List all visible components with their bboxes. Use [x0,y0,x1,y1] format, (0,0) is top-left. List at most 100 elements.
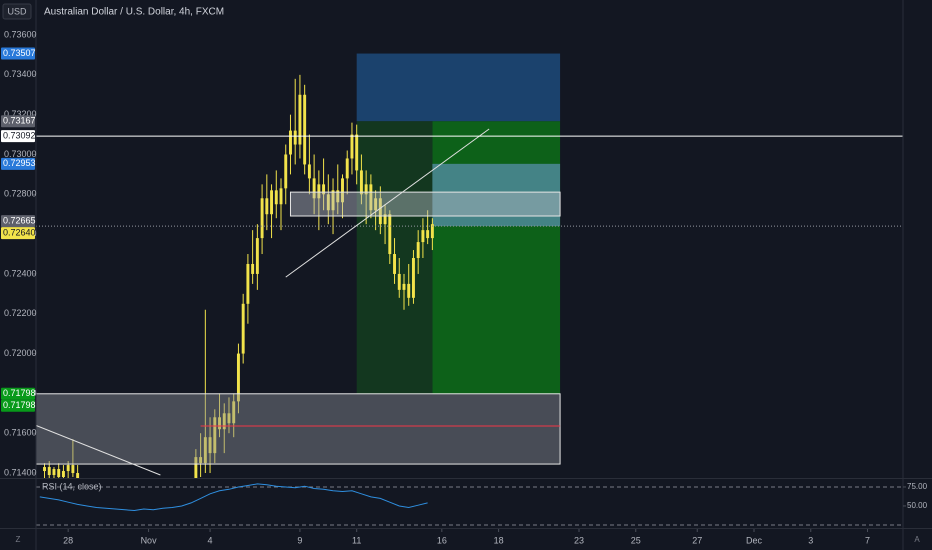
candle-body [232,401,236,424]
candle-body [66,465,70,472]
candle-body [246,263,250,304]
candle-body [312,178,316,199]
y-tick-label: 0.73200 [4,109,37,119]
chart-title: Australian Dollar / U.S. Dollar, 4h, FXC… [44,7,224,18]
price-label-box [1,157,35,170]
price-label-box [1,130,35,143]
candle-body [407,283,411,298]
candle-body [279,188,283,205]
candle-body [236,353,240,402]
candle-body [345,158,349,179]
candle-body [374,198,378,211]
candle-body [43,467,46,472]
x-tick-label: Dec [746,535,763,545]
currency-box[interactable] [2,3,32,20]
candle-body [383,214,387,225]
candle-body [369,184,373,211]
y-tick-label: 0.73000 [4,149,37,159]
zones-front [36,128,903,476]
y-tick-label: 0.71600 [4,428,37,438]
candle-body [47,467,51,476]
candle-body [293,130,297,145]
auto-scale-icon[interactable]: A [914,535,920,544]
candle-body [203,437,207,464]
candle-body [378,198,382,225]
main-pane [36,53,903,478]
x-tick-label: 28 [63,535,73,545]
candle-body [71,465,75,474]
price-label-box [1,215,35,228]
price-label: 0.73507 [3,48,36,58]
rsi-label: RSI (14, close) [42,481,102,491]
candle-body [350,134,354,159]
x-tick-label: 18 [494,535,504,545]
candle-body [57,469,61,478]
x-tick-label: 11 [352,535,361,545]
candle-body [388,214,392,255]
x-tick-label: 7 [865,535,870,545]
price-label-box [1,227,35,240]
candle-body [270,190,274,215]
candle-body [317,184,321,199]
y-tick-label: 0.71400 [4,467,37,477]
candle-body [411,258,415,298]
position-zone [432,121,561,394]
x-tick-label: 25 [631,535,641,545]
x-tick-label: Nov [141,535,158,545]
candle-body [298,94,302,145]
candle-body [289,130,292,155]
rectangle-drawing [36,393,561,465]
price-label: 0.71798 [3,400,36,410]
candle-body [52,469,56,476]
y-tick-label: 0.72400 [4,268,37,278]
candle-body [303,94,307,165]
y-tick-label: 0.72000 [4,348,37,358]
candle-body [416,242,420,259]
x-tick-label: 4 [208,535,213,545]
price-label: 0.71798 [3,388,36,398]
trend-line [36,424,161,476]
candle-body [284,154,288,189]
y-tick-label: 0.72200 [4,308,37,318]
candle-body [194,457,198,478]
candle-body [326,194,330,211]
axis-labels: 0.73600 0.73400 0.73200 0.73000 0.72800 0.726… [1,29,928,545]
candle-body [61,471,65,478]
rsi-line [39,483,428,512]
candle-body [402,283,406,290]
candle-body [364,184,368,195]
x-tick-label: 27 [692,535,702,545]
price-label: 0.73092 [3,131,36,141]
candle-body [430,224,434,239]
price-label: 0.72640 [3,228,36,238]
candle-body [426,230,430,239]
candle-body [241,303,245,354]
candle-body [251,263,255,274]
rsi-y-tick-label: 50.00 [907,501,928,510]
y-tick-label: 0.73600 [4,29,37,39]
candle-body [307,164,311,179]
candle-body [222,413,226,430]
trend-line [285,128,490,278]
candle-body [76,473,80,478]
price-label: 0.72953 [3,158,36,168]
rectangle-drawing [289,191,561,217]
price-label: 0.72665 [3,216,36,226]
candle-body [359,170,363,195]
rsi-y-tick-label: 75.00 [907,482,928,491]
candles [43,74,434,478]
y-tick-label: 0.72800 [4,189,37,199]
candle-body [341,178,344,203]
candle-body [355,134,359,171]
zoom-icon[interactable]: Z [16,535,21,544]
candle-body [199,457,203,464]
candle-body [227,413,231,424]
candle-body [213,417,217,454]
candle-body [260,198,264,239]
price-label-box [1,115,35,128]
y-tick-label: 0.73400 [4,69,37,79]
candle-body [331,190,335,211]
x-tick-label: 23 [574,535,584,545]
